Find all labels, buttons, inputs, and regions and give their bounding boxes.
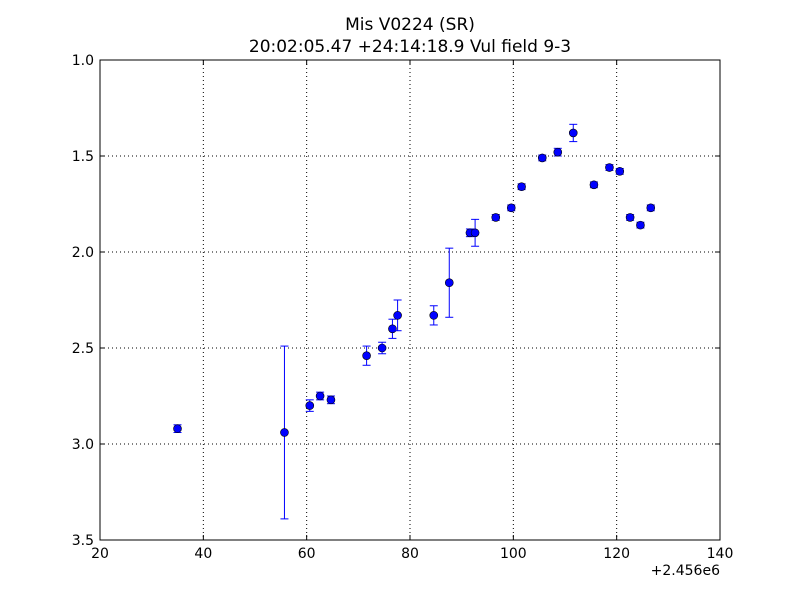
data-point xyxy=(646,203,656,213)
y-tick-label: 3.5 xyxy=(72,533,94,549)
y-tick-label: 2.5 xyxy=(72,341,94,357)
chart-title: Mis V0224 (SR) xyxy=(345,15,475,35)
data-series xyxy=(173,123,656,520)
data-point xyxy=(444,278,454,288)
plot-frame xyxy=(99,59,721,541)
data-point xyxy=(589,180,599,190)
y-tick-label: 1.0 xyxy=(72,53,94,69)
data-point xyxy=(388,324,397,334)
data-point xyxy=(393,311,402,320)
data-point xyxy=(636,220,645,230)
chart-subtitle: 20:02:05.47 +24:14:18.9 Vul field 9-3 xyxy=(249,37,571,57)
data-point xyxy=(625,213,635,222)
x-tick-label: 80 xyxy=(401,546,419,562)
y-tick-label: 1.5 xyxy=(72,149,94,165)
x-offset-label: +2.456e6 xyxy=(651,563,720,579)
data-point xyxy=(553,147,563,157)
x-tick-label: 20 xyxy=(91,546,109,562)
grid xyxy=(100,60,720,540)
x-tick-label: 140 xyxy=(707,546,734,562)
data-point xyxy=(470,228,480,238)
data-point xyxy=(429,311,439,320)
data-point xyxy=(362,351,371,360)
x-tick-label: 120 xyxy=(603,546,630,562)
y-tick-label: 3.0 xyxy=(72,437,94,453)
x-tick-label: 100 xyxy=(500,546,527,562)
data-point xyxy=(305,401,315,410)
axis-ticks: 20 40 60 80 100 120 140 1.0 1.5 2.0 2.5 3.0 3.5 xyxy=(72,53,734,562)
data-point xyxy=(605,163,614,172)
data-point xyxy=(537,153,547,163)
data-point xyxy=(615,167,625,176)
data-point xyxy=(173,424,182,433)
data-point xyxy=(326,395,336,405)
data-point xyxy=(315,391,325,401)
x-tick-label: 40 xyxy=(194,546,212,562)
data-point xyxy=(377,343,387,353)
data-point xyxy=(491,213,501,222)
x-tick-label: 60 xyxy=(298,546,316,562)
data-point xyxy=(517,182,526,192)
data-point xyxy=(506,203,516,213)
y-tick-label: 2.0 xyxy=(72,245,94,261)
data-point xyxy=(568,128,578,138)
data-point xyxy=(280,428,289,437)
